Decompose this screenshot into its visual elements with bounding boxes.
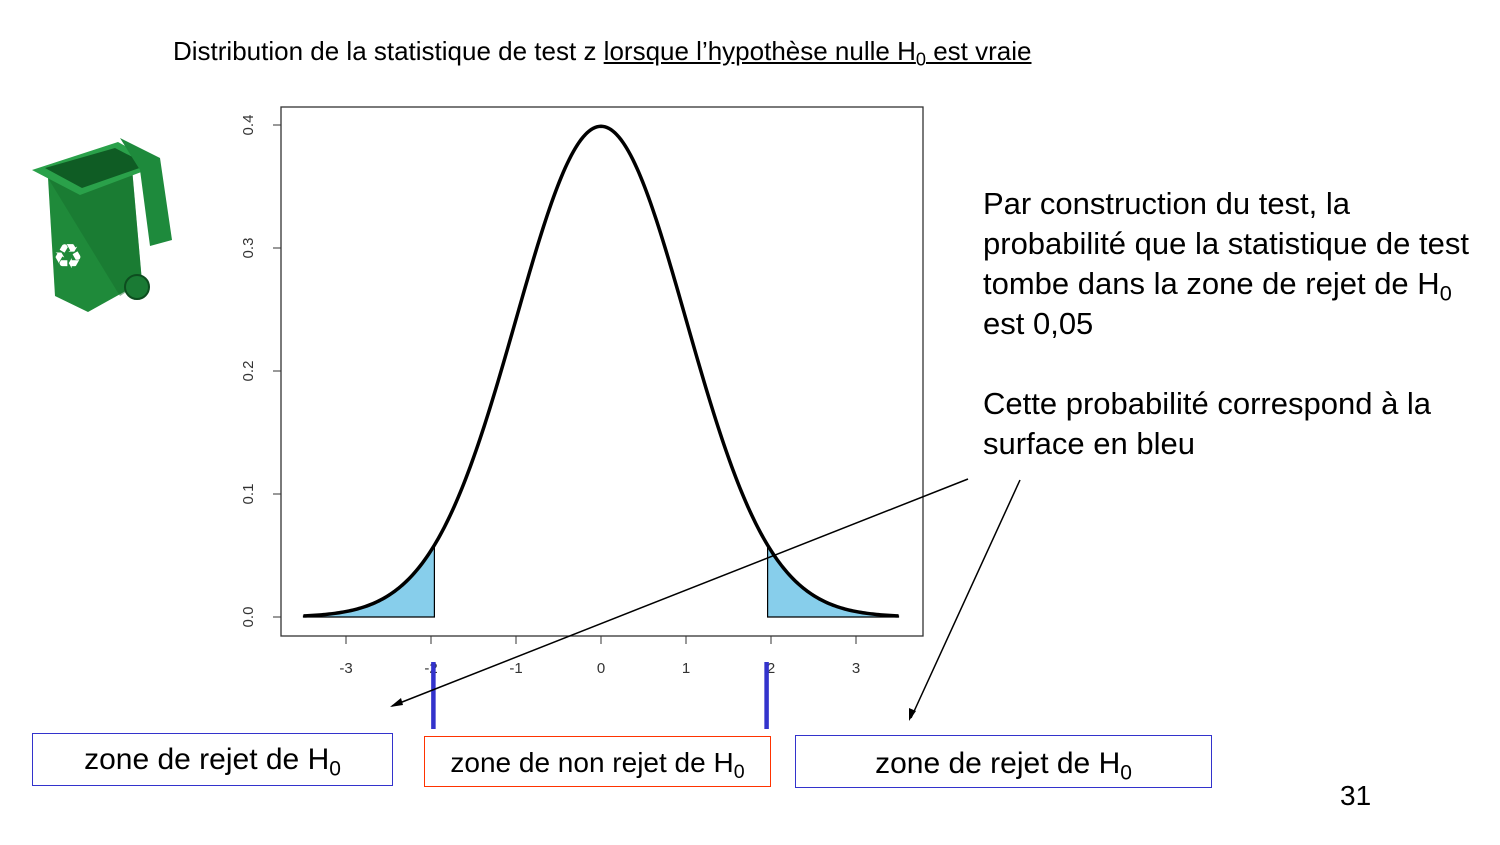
title-underlined: lorsque l’hypothèse nulle H0 est vraie <box>603 36 1032 70</box>
zone-right-label: zone de rejet de H <box>875 747 1121 780</box>
svg-text:♻: ♻ <box>53 238 83 276</box>
explanation-text-1: Par construction du test, la probabilité… <box>983 184 1483 344</box>
y-tick-label: 0.4 <box>240 115 257 136</box>
slide-title: Distribution de la statistique de test z… <box>173 36 1032 70</box>
zone-middle-sub: 0 <box>733 760 745 783</box>
title-underlined-text: lorsque l’hypothèse nulle H <box>603 36 916 66</box>
arrowhead-right <box>909 708 916 721</box>
pointer-line-left <box>391 478 969 707</box>
x-tick-label: -1 <box>509 660 522 677</box>
zone-left-sub: 0 <box>329 757 341 781</box>
y-tick-label: 0.1 <box>240 484 257 505</box>
x-tick-label: -2 <box>424 660 437 677</box>
recycling-bin-icon: ♻ <box>32 138 172 312</box>
y-tick-label: 0.2 <box>240 361 257 382</box>
x-tick-label: 0 <box>597 660 605 677</box>
plot-frame <box>280 106 924 637</box>
zone-non-rejet: zone de non rejet de H0 <box>424 736 771 787</box>
note-1-sub: 0 <box>1439 280 1452 306</box>
x-tick-label: -3 <box>339 660 352 677</box>
pointer-line-right <box>910 479 1021 719</box>
note-1-end: est 0,05 <box>983 306 1094 341</box>
x-tick-label: 2 <box>767 660 775 677</box>
y-tick-label: 0.0 <box>240 607 257 628</box>
explanation-text-2: Cette probabilité correspond à la surfac… <box>983 386 1432 461</box>
title-suffix: est vraie <box>926 36 1032 66</box>
y-tick-label: 0.3 <box>240 238 257 259</box>
arrowhead-left <box>390 698 403 707</box>
zone-left-label: zone de rejet de H <box>84 743 330 776</box>
zone-rejet-right: zone de rejet de H0 <box>795 735 1212 788</box>
x-tick-label: 1 <box>682 660 690 677</box>
density-curve <box>303 124 899 618</box>
title-sub: 0 <box>915 49 926 70</box>
note-1-text: Par construction du test, la probabilité… <box>983 186 1469 301</box>
title-prefix: Distribution de la statistique de test z <box>173 36 604 66</box>
zone-rejet-left: zone de rejet de H0 <box>32 733 393 786</box>
zone-right-sub: 0 <box>1120 761 1132 785</box>
x-tick-label: 3 <box>852 660 860 677</box>
zone-middle-label: zone de non rejet de H <box>450 747 734 778</box>
page-number: 31 <box>1340 780 1372 811</box>
